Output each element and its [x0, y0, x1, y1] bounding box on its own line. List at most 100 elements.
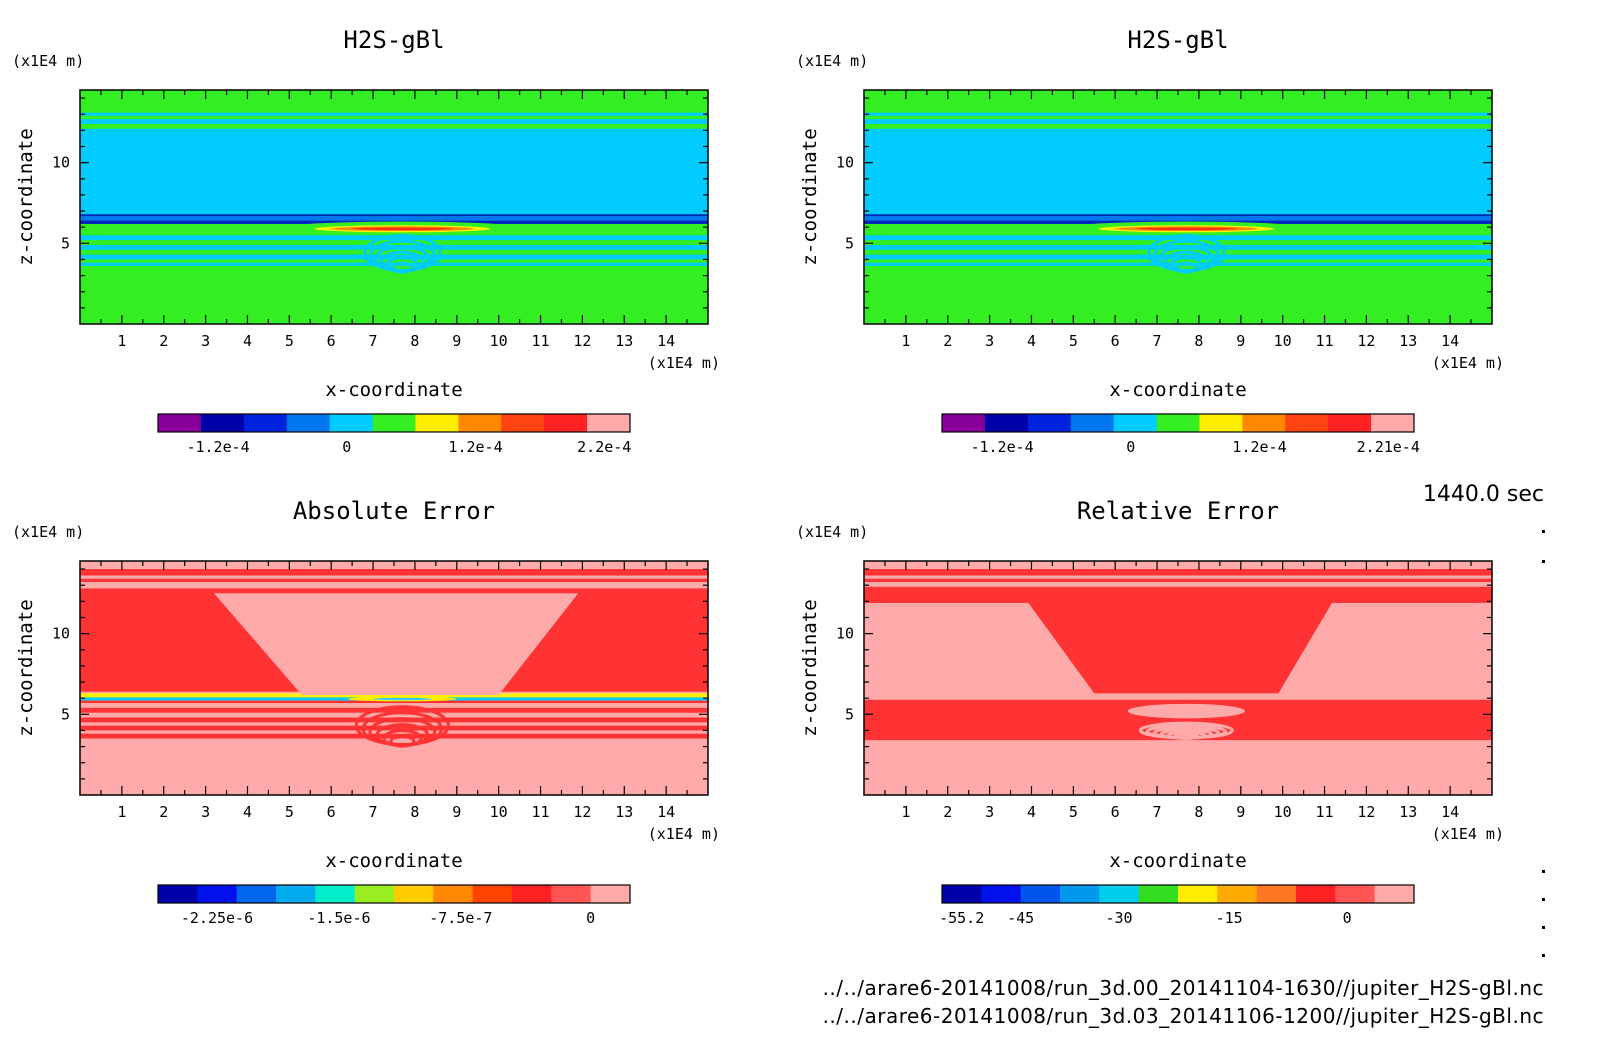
colorbar-label: -1.2e-4	[186, 438, 249, 456]
colorbar-swatch	[243, 414, 288, 432]
colorbar-label: 0	[342, 438, 351, 456]
contour-ring	[1173, 733, 1200, 740]
colorbar-swatch	[433, 885, 474, 903]
x-tick-label: 9	[452, 332, 461, 350]
x-tick-label: 5	[1069, 803, 1078, 821]
colorbar-swatch	[1070, 414, 1115, 432]
colorbar-swatch	[329, 414, 374, 432]
x-tick-label: 14	[1441, 332, 1459, 350]
x-tick-label: 6	[1111, 803, 1120, 821]
colorbar-frame	[157, 413, 631, 433]
contour-band	[864, 578, 1492, 582]
contour-ring	[391, 261, 414, 274]
x-tick-label: 4	[243, 803, 252, 821]
colorbar-label: -1.5e-6	[307, 909, 370, 927]
contour-band	[80, 112, 708, 116]
z-tick-label: 10	[52, 154, 70, 172]
contour-blob	[373, 697, 432, 701]
colorbar-swatch	[197, 885, 238, 903]
contour-band	[80, 569, 708, 576]
colorbar-swatch	[544, 414, 588, 432]
colorbar-swatch	[1113, 414, 1158, 432]
x-tick-label: 1	[901, 803, 910, 821]
colorbar-swatch	[472, 885, 513, 903]
x-tick-label: 1	[117, 332, 126, 350]
colorbar-label: 1.2e-4	[1232, 438, 1286, 456]
panel-title: Absolute Error	[293, 497, 495, 525]
contour-band	[80, 700, 708, 704]
colorbar-swatch	[394, 885, 434, 903]
contour-blob	[1127, 703, 1245, 719]
x-tick-label: 13	[1399, 332, 1417, 350]
z-unit-label: (x1E4 m)	[796, 52, 868, 70]
colorbar-swatch	[1199, 414, 1243, 432]
contour-ring	[389, 735, 416, 748]
contour-band	[80, 725, 708, 731]
x-unit-label: (x1E4 m)	[1432, 825, 1504, 843]
contour-band	[864, 254, 1492, 260]
file-path-1: ../../arare6-20141008/run_3d.00_20141104…	[822, 976, 1544, 1000]
colorbar-label: -2.25e-6	[181, 909, 253, 927]
x-tick-label: 7	[369, 332, 378, 350]
dot-marker	[1542, 870, 1545, 873]
contour-band	[864, 586, 1492, 603]
x-axis-label: x-coordinate	[1109, 850, 1246, 872]
x-tick-label: 14	[657, 803, 675, 821]
x-tick-label: 12	[1357, 803, 1375, 821]
x-tick-label: 14	[1441, 803, 1459, 821]
z-axis-label: z-coordinate	[15, 128, 37, 265]
z-axis-label: z-coordinate	[15, 599, 37, 736]
colorbar-swatch	[1242, 414, 1286, 432]
colorbar-swatch	[551, 885, 592, 903]
colorbar-frame	[941, 884, 1415, 904]
x-tick-label: 7	[369, 803, 378, 821]
colorbar-label: 0	[1126, 438, 1135, 456]
colorbar-swatch	[1099, 885, 1140, 903]
colorbar-swatch	[1296, 885, 1336, 903]
colorbar-swatch	[458, 414, 502, 432]
x-tick-label: 8	[410, 332, 419, 350]
colorbar-label: -55.2	[939, 909, 984, 927]
plot-area	[864, 561, 1492, 795]
x-tick-label: 10	[490, 803, 508, 821]
x-tick-label: 2	[943, 332, 952, 350]
x-tick-label: 7	[1153, 332, 1162, 350]
x-tick-label: 1	[117, 803, 126, 821]
x-tick-label: 5	[285, 332, 294, 350]
x-axis-label: x-coordinate	[325, 850, 462, 872]
colorbar-label: -1.2e-4	[970, 438, 1033, 456]
colorbar-frame	[941, 413, 1415, 433]
colorbar-swatch	[1328, 414, 1372, 432]
colorbar-swatch	[286, 414, 331, 432]
x-tick-label: 7	[1153, 803, 1162, 821]
z-unit-label: (x1E4 m)	[12, 523, 84, 541]
z-tick-label: 5	[61, 234, 70, 252]
dot-marker	[1542, 898, 1545, 901]
z-tick-label: 5	[845, 234, 854, 252]
x-tick-label: 6	[327, 803, 336, 821]
z-axis-label: z-coordinate	[799, 128, 821, 265]
x-tick-label: 2	[159, 332, 168, 350]
contour-band	[864, 235, 1492, 241]
z-axis-label: z-coordinate	[799, 599, 821, 736]
x-tick-label: 2	[943, 803, 952, 821]
file-path-2: ../../arare6-20141008/run_3d.03_20141106…	[822, 1004, 1544, 1028]
colorbar-swatch	[415, 414, 459, 432]
contour-band	[864, 112, 1492, 116]
z-tick-label: 10	[52, 625, 70, 643]
colorbar-swatch	[354, 885, 395, 903]
colorbar-swatch	[1178, 885, 1218, 903]
x-tick-label: 8	[1194, 803, 1203, 821]
colorbar-label: 0	[1343, 909, 1352, 927]
dot-marker	[1542, 954, 1545, 957]
panel-title: H2S-gBl	[343, 26, 444, 54]
colorbar-swatch	[1020, 885, 1061, 903]
colorbar-swatch	[1138, 885, 1179, 903]
contour-band	[80, 693, 708, 699]
colorbar-swatch	[1371, 414, 1415, 432]
contour-band	[80, 707, 708, 713]
colorbar-label: 2.21e-4	[1357, 438, 1420, 456]
contour-region	[213, 593, 579, 695]
